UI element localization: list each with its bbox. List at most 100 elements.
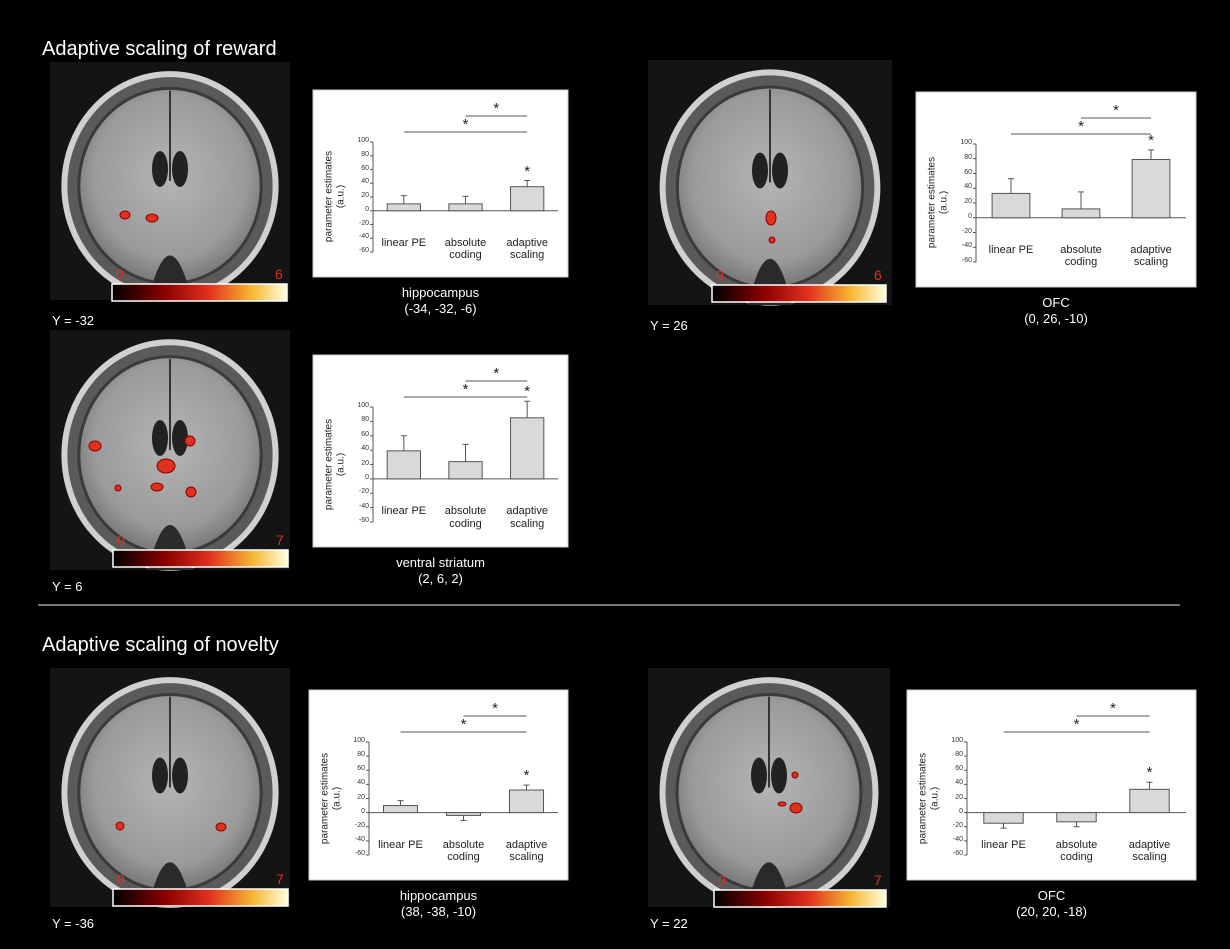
colorbar-min: 0 bbox=[718, 872, 726, 888]
bar bbox=[1062, 209, 1100, 218]
activation bbox=[116, 822, 124, 830]
y-tick-label: -60 bbox=[933, 850, 963, 858]
activation bbox=[778, 802, 786, 806]
region-label: OFC bbox=[972, 889, 1132, 904]
activation bbox=[769, 237, 775, 243]
slice-label: Y = 22 bbox=[650, 917, 688, 932]
significance: * bbox=[454, 716, 474, 733]
coords-label: (20, 20, -18) bbox=[972, 905, 1132, 920]
colorbar-min: 0 bbox=[117, 871, 125, 887]
y-tick-label: 100 bbox=[339, 402, 369, 410]
colorbar bbox=[712, 285, 886, 302]
y-tick-label: 100 bbox=[933, 737, 963, 745]
y-tick-label: 100 bbox=[339, 137, 369, 145]
slice-label: Y = -32 bbox=[52, 314, 94, 329]
bar bbox=[387, 204, 420, 211]
colorbar-min: 0 bbox=[116, 266, 124, 282]
ventricle bbox=[152, 151, 168, 187]
x-tick-label: absolute coding bbox=[436, 839, 492, 864]
significance: * bbox=[1071, 118, 1091, 135]
figure-canvas bbox=[0, 0, 1230, 949]
colorbar-max: 7 bbox=[874, 872, 882, 888]
coords-label: (2, 6, 2) bbox=[361, 572, 521, 587]
bar bbox=[511, 187, 544, 211]
significance: * bbox=[1141, 132, 1161, 149]
significance: * bbox=[1067, 716, 1087, 733]
colorbar-max: 6 bbox=[874, 267, 882, 283]
x-tick-label: adaptive scaling bbox=[1123, 244, 1179, 269]
ventricle bbox=[152, 420, 168, 456]
y-tick-label: -60 bbox=[339, 517, 369, 525]
colorbar-min: 0 bbox=[716, 267, 724, 283]
ventricle bbox=[172, 151, 188, 187]
y-tick-label: -60 bbox=[335, 850, 365, 858]
colorbar-max: 6 bbox=[275, 266, 283, 282]
x-tick-label: adaptive scaling bbox=[499, 839, 555, 864]
y-axis-label: parameter estimates (a.u.) bbox=[320, 748, 343, 848]
region-label: hippocampus bbox=[361, 286, 521, 301]
bar bbox=[1132, 159, 1170, 217]
ventricle bbox=[152, 758, 168, 794]
section-heading: Adaptive scaling of novelty bbox=[42, 634, 279, 657]
activation bbox=[792, 772, 798, 778]
bar bbox=[1130, 789, 1169, 812]
y-tick-label: 100 bbox=[335, 737, 365, 745]
bar bbox=[1057, 813, 1096, 822]
significance: * bbox=[456, 381, 476, 398]
significance: * bbox=[517, 163, 537, 180]
region-label: ventral striatum bbox=[361, 556, 521, 571]
activation bbox=[766, 211, 776, 225]
x-tick-label: absolute coding bbox=[1049, 839, 1105, 864]
bar bbox=[449, 204, 482, 211]
activation bbox=[89, 441, 101, 451]
bar bbox=[383, 806, 417, 813]
activation bbox=[151, 483, 163, 491]
colorbar bbox=[113, 550, 288, 567]
ventricle bbox=[752, 153, 768, 189]
activation bbox=[157, 459, 175, 473]
x-tick-label: absolute coding bbox=[438, 237, 494, 262]
significance: * bbox=[486, 100, 506, 117]
activation bbox=[790, 803, 802, 813]
y-axis-label: parameter estimates (a.u.) bbox=[918, 748, 941, 848]
bar bbox=[509, 790, 543, 813]
x-tick-label: linear PE bbox=[976, 839, 1032, 852]
coords-label: (0, 26, -10) bbox=[976, 312, 1136, 327]
significance: * bbox=[1106, 102, 1126, 119]
x-tick-label: absolute coding bbox=[1053, 244, 1109, 269]
bar bbox=[446, 813, 480, 816]
y-axis-label: parameter estimates (a.u.) bbox=[324, 147, 347, 247]
significance: * bbox=[486, 365, 506, 382]
section-heading: Adaptive scaling of reward bbox=[42, 38, 277, 61]
significance: * bbox=[1140, 764, 1160, 781]
colorbar-min: 0 bbox=[117, 532, 125, 548]
bar bbox=[387, 451, 420, 479]
y-axis-label: parameter estimates (a.u.) bbox=[927, 153, 950, 253]
figure: Adaptive scaling of reward Adaptive scali… bbox=[0, 0, 1230, 949]
activation bbox=[186, 487, 196, 497]
y-tick-label: -60 bbox=[942, 257, 972, 265]
x-tick-label: linear PE bbox=[983, 244, 1039, 257]
region-label: OFC bbox=[976, 296, 1136, 311]
significance: * bbox=[1103, 700, 1123, 717]
coords-label: (38, -38, -10) bbox=[359, 905, 519, 920]
bar bbox=[984, 813, 1023, 824]
x-tick-label: adaptive scaling bbox=[499, 505, 555, 530]
x-tick-label: adaptive scaling bbox=[499, 237, 555, 262]
activation bbox=[115, 485, 121, 491]
colorbar-max: 7 bbox=[276, 532, 284, 548]
colorbar bbox=[714, 890, 886, 907]
slice-label: Y = 26 bbox=[650, 319, 688, 334]
ventricle bbox=[772, 153, 788, 189]
colorbar bbox=[112, 284, 287, 301]
significance: * bbox=[456, 116, 476, 133]
slice-label: Y = 6 bbox=[52, 580, 82, 595]
slice-label: Y = -36 bbox=[52, 917, 94, 932]
x-tick-label: linear PE bbox=[376, 237, 432, 250]
activation bbox=[216, 823, 226, 831]
activation bbox=[185, 436, 195, 446]
ventricle bbox=[751, 758, 767, 794]
ventricle bbox=[172, 758, 188, 794]
y-tick-label: 100 bbox=[942, 139, 972, 147]
x-tick-label: adaptive scaling bbox=[1122, 839, 1178, 864]
